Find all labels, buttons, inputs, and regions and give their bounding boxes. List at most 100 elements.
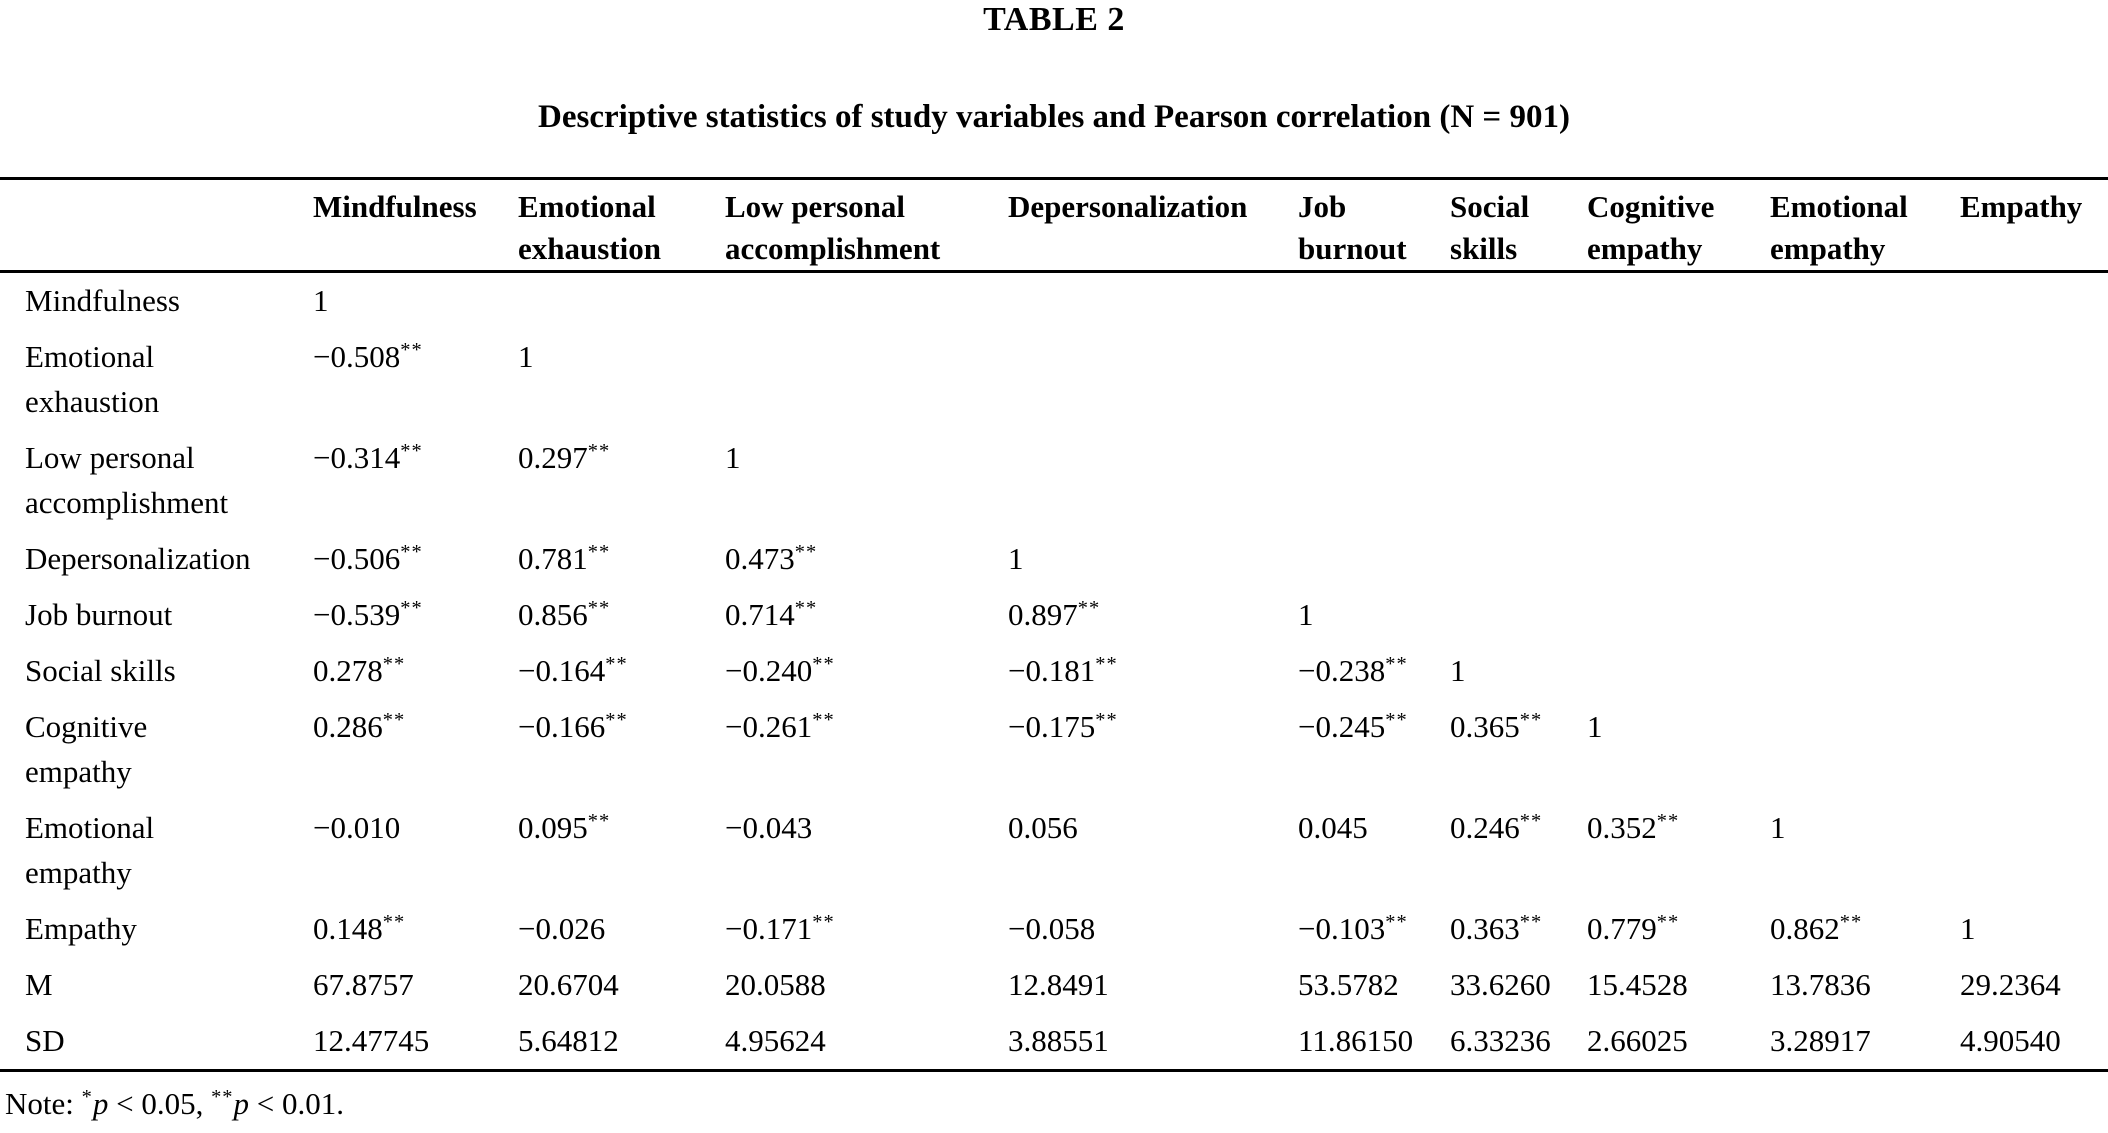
table-cell	[1008, 329, 1298, 430]
table-cell	[1450, 587, 1587, 643]
significance-stars: **	[605, 708, 628, 731]
table-cell: 29.2364	[1960, 967, 2061, 1002]
significance-stars: **	[1385, 910, 1408, 933]
column-header: Empathy	[1960, 189, 2083, 224]
table-cell: 0.779**	[1587, 910, 1680, 946]
significance-stars: **	[1519, 910, 1543, 933]
table-cell: −0.240**	[725, 652, 835, 688]
table-cell: 12.8491	[1008, 967, 1109, 1002]
table-cell: 1	[1587, 709, 1603, 744]
table-cell	[1770, 587, 1960, 643]
table-cell: 5.64812	[518, 1023, 619, 1058]
significance-stars: **	[587, 439, 611, 462]
table-cell: −0.508**	[313, 338, 423, 374]
p-symbol: p	[233, 1086, 250, 1121]
column-header: Cognitive empathy	[1587, 189, 1715, 266]
table-cell: 0.286**	[313, 708, 406, 744]
table-cell: 1	[1298, 597, 1314, 632]
table-cell: −0.164**	[518, 652, 628, 688]
table-cell: 1	[1450, 653, 1466, 688]
table-cell	[1450, 531, 1587, 587]
table-cell: −0.181**	[1008, 652, 1118, 688]
significance-stars: **	[400, 439, 423, 462]
table-cell	[1587, 430, 1770, 531]
table-cell: 15.4528	[1587, 967, 1688, 1002]
table-cell	[1587, 272, 1770, 330]
correlation-table: Mindfulness Emotional exhaustion Low person…	[0, 177, 2108, 1072]
significance-stars: **	[1519, 708, 1543, 731]
row-label: Social skills	[25, 653, 176, 688]
table-cell	[1587, 531, 1770, 587]
table-cell: −0.539**	[313, 596, 423, 632]
table-cell	[1298, 430, 1450, 531]
table-cell: 0.856**	[518, 596, 611, 632]
significance-stars: **	[812, 910, 835, 933]
table-cell: 0.297**	[518, 439, 611, 475]
column-header: Mindfulness	[313, 189, 477, 224]
significance-stars: **	[1656, 910, 1680, 933]
significance-stars: **	[587, 596, 611, 619]
table-cell	[1960, 800, 2108, 901]
table-cell	[1960, 643, 2108, 699]
table-cell	[1450, 430, 1587, 531]
row-label-header	[0, 179, 313, 272]
table-cell: 1	[1960, 911, 1976, 946]
row-label: Cognitive empathy	[25, 709, 148, 789]
table-row: Job burnout −0.539** 0.856** 0.714** 0.897**…	[0, 587, 2108, 643]
table-cell: 0.714**	[725, 596, 818, 632]
table-cell: −0.043	[725, 810, 813, 845]
row-label: Empathy	[25, 911, 137, 946]
table-cell	[1008, 272, 1298, 330]
table-cell: −0.166**	[518, 708, 628, 744]
table-cell: −0.314**	[313, 439, 423, 475]
significance-stars: **	[382, 708, 406, 731]
table-cell	[1008, 430, 1298, 531]
table-cell: 3.88551	[1008, 1023, 1109, 1058]
row-label: SD	[25, 1023, 65, 1058]
table-cell	[1770, 699, 1960, 800]
significance-stars: **	[587, 540, 611, 563]
table-cell	[1587, 643, 1770, 699]
row-label: Emotional empathy	[25, 810, 155, 890]
table-cell: 0.365**	[1450, 708, 1543, 744]
table-cell	[1298, 272, 1450, 330]
table-row: M 67.8757 20.6704 20.0588 12.8491 53.5782 33.6…	[0, 957, 2108, 1013]
table-cell	[1960, 430, 2108, 531]
table-cell: −0.238**	[1298, 652, 1408, 688]
table-cell	[1770, 329, 1960, 430]
table-cell	[1770, 643, 1960, 699]
table-cell	[1770, 272, 1960, 330]
table-cell	[1450, 272, 1587, 330]
table-cell: 4.95624	[725, 1023, 826, 1058]
table-cell: −0.058	[1008, 911, 1096, 946]
table-cell: 1	[725, 440, 741, 475]
table-cell	[1298, 329, 1450, 430]
table-cell: 20.0588	[725, 967, 826, 1002]
table-cell: 0.862**	[1770, 910, 1863, 946]
significance-stars: **	[400, 540, 423, 563]
table-cell	[1587, 587, 1770, 643]
column-header: Depersonalization	[1008, 189, 1248, 224]
table-row: Low personal accomplishment −0.314** 0.297*…	[0, 430, 2108, 531]
table-row: Mindfulness 1	[0, 272, 2108, 330]
header-row: Mindfulness Emotional exhaustion Low person…	[0, 179, 2108, 272]
table-cell: 13.7836	[1770, 967, 1871, 1002]
table-cell: 1	[1008, 541, 1024, 576]
table-cell: 0.781**	[518, 540, 611, 576]
table-cell	[1587, 329, 1770, 430]
table-cell: 6.33236	[1450, 1023, 1551, 1058]
table-cell: 67.8757	[313, 967, 414, 1002]
column-header: Job burnout	[1298, 189, 1407, 266]
table-cell	[1960, 329, 2108, 430]
table-cell: 20.6704	[518, 967, 619, 1002]
column-header: Social skills	[1450, 189, 1530, 266]
table-cell: 1	[313, 283, 329, 318]
table-cell: −0.245**	[1298, 708, 1408, 744]
table-cell: 0.363**	[1450, 910, 1543, 946]
row-label: Emotional exhaustion	[25, 339, 160, 419]
table-header: Mindfulness Emotional exhaustion Low person…	[0, 179, 2108, 272]
table-body: Mindfulness 1 Emotional exhaustion −0.508** 1…	[0, 272, 2108, 1071]
row-label: Mindfulness	[25, 283, 180, 318]
significance-stars: **	[1519, 809, 1543, 832]
significance-stars: **	[1385, 708, 1408, 731]
